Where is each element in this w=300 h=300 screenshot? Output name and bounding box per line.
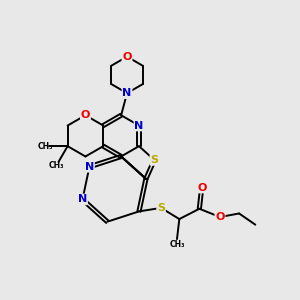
Text: S: S: [150, 155, 158, 165]
Text: O: O: [81, 110, 90, 120]
Text: CH₃: CH₃: [38, 142, 54, 151]
Text: N: N: [134, 121, 144, 130]
Text: O: O: [122, 52, 132, 62]
Text: O: O: [197, 183, 206, 193]
Text: O: O: [215, 212, 225, 222]
Text: CH₃: CH₃: [169, 240, 185, 249]
Text: S: S: [157, 203, 165, 213]
Text: N: N: [85, 162, 94, 172]
Text: CH₃: CH₃: [49, 160, 64, 169]
Text: N: N: [78, 194, 87, 204]
Text: N: N: [122, 88, 132, 98]
